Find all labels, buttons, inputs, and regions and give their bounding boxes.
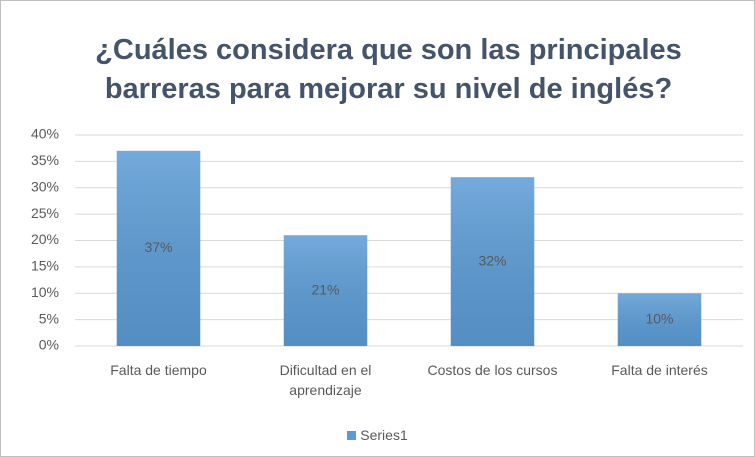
y-tick-label: 5% [39,310,59,326]
y-tick-label: 40% [31,126,59,142]
y-tick-label: 20% [31,231,59,247]
x-tick-label: Falta de tiempo [110,362,207,378]
data-label: 32% [478,252,506,268]
bar-shade [116,150,201,346]
data-label: 10% [645,310,673,326]
legend: Series1 [1,427,754,443]
y-tick-label: 0% [39,337,59,353]
data-label: 21% [311,281,339,297]
bar-shade [283,235,368,346]
legend-swatch [347,431,357,440]
x-tick-label: Costos de los cursos [427,362,558,378]
legend-label: Series1 [360,427,408,443]
bar-shade [450,177,535,346]
data-label: 37% [144,239,172,255]
x-tick-label: Dificultad en el aprendizaje [279,362,372,398]
bar-shade [617,293,702,346]
y-tick-label: 15% [31,258,59,274]
y-tick-label: 10% [31,284,59,300]
y-tick-label: 30% [31,178,59,194]
y-tick-label: 25% [31,205,59,221]
x-tick-label: Falta de interés [611,362,708,378]
chart-title: ¿Cuáles considera que son las principale… [95,34,682,105]
y-tick-label: 35% [31,152,59,168]
